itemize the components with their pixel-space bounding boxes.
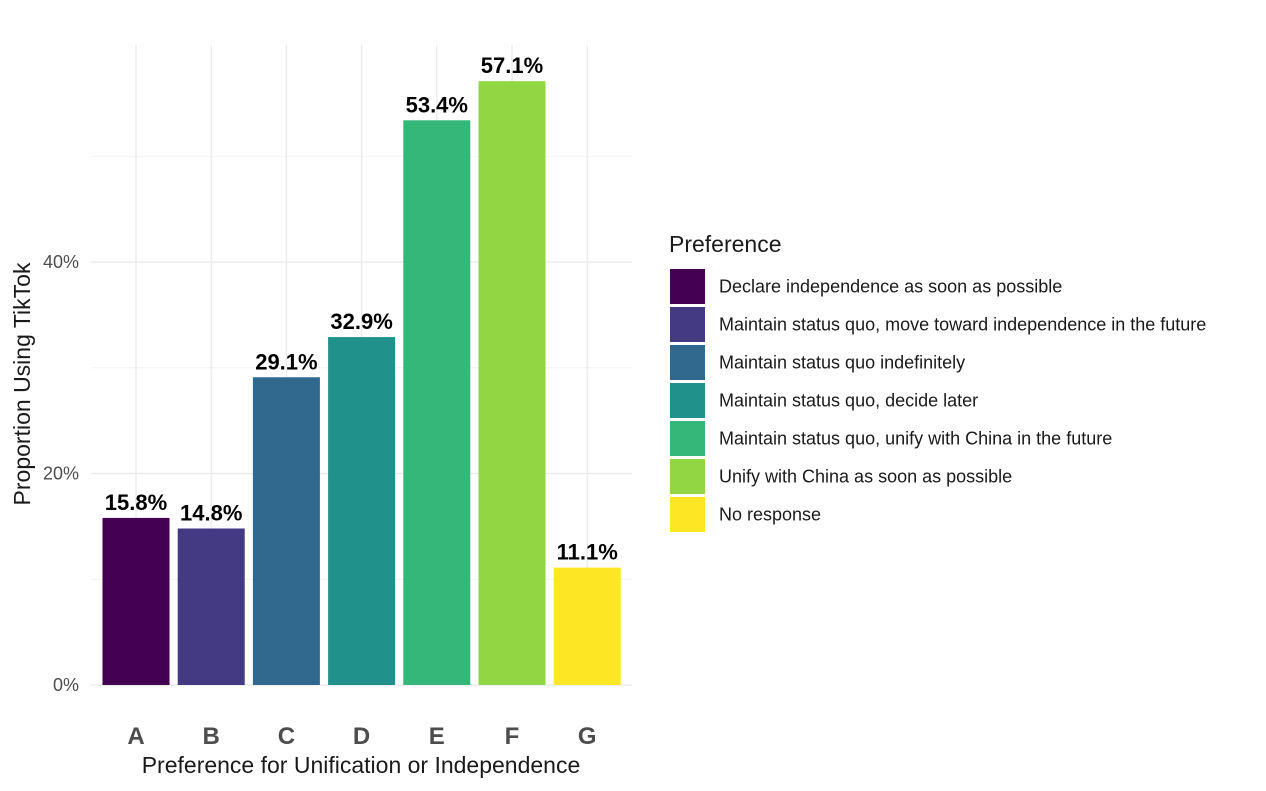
legend-key xyxy=(670,307,705,342)
legend: Preference Declare independence as soon … xyxy=(669,231,1206,532)
bar-g xyxy=(553,567,621,685)
data-labels: 15.8% 14.8% 29.1% 32.9% 53.4% 57.1% 11.1% xyxy=(105,53,618,564)
y-axis-title: Proportion Using TikTok xyxy=(9,262,35,505)
legend-label: No response xyxy=(719,505,821,525)
legend-label: Maintain status quo indefinitely xyxy=(719,353,965,373)
bars xyxy=(102,81,621,686)
legend-label: Declare independence as soon as possible xyxy=(719,277,1062,297)
x-axis-title: Preference for Unification or Independen… xyxy=(142,752,581,778)
bar-b xyxy=(177,528,245,685)
x-tick-label: G xyxy=(578,723,597,750)
legend-label: Maintain status quo, unify with China in… xyxy=(719,429,1112,449)
data-label-f: 57.1% xyxy=(481,53,543,78)
y-tick-label: 0% xyxy=(53,675,79,695)
legend-key xyxy=(670,383,705,418)
legend-label: Maintain status quo, decide later xyxy=(719,391,978,411)
data-label-c: 29.1% xyxy=(255,349,317,374)
data-label-g: 11.1% xyxy=(557,540,618,565)
data-label-e: 53.4% xyxy=(406,92,468,117)
legend-key xyxy=(670,421,705,456)
y-tick-label: 20% xyxy=(43,464,79,484)
bar-e xyxy=(403,120,471,686)
legend-label: Maintain status quo, move toward indepen… xyxy=(719,315,1206,335)
legend-key xyxy=(670,269,705,304)
legend-key xyxy=(670,345,705,380)
x-tick-label: B xyxy=(203,723,220,750)
x-tick-label: E xyxy=(429,723,445,750)
x-tick-label: C xyxy=(278,723,295,750)
y-tick-label: 40% xyxy=(43,252,79,272)
legend-label: Unify with China as soon as possible xyxy=(719,467,1012,487)
bar-a xyxy=(102,517,170,685)
data-label-b: 14.8% xyxy=(180,500,242,525)
x-axis-ticks: A B C D E F G xyxy=(127,723,596,750)
y-axis-ticks: 0% 20% 40% xyxy=(43,252,79,695)
legend-title: Preference xyxy=(669,231,782,257)
x-tick-label: D xyxy=(353,723,370,750)
data-label-a: 15.8% xyxy=(105,490,167,515)
x-tick-label: A xyxy=(127,723,144,750)
bar-f xyxy=(478,81,546,686)
bar-c xyxy=(252,377,320,685)
data-label-d: 32.9% xyxy=(330,309,392,334)
legend-key xyxy=(670,497,705,532)
legend-key xyxy=(670,459,705,494)
x-tick-label: F xyxy=(505,723,520,750)
bar-d xyxy=(328,337,396,685)
